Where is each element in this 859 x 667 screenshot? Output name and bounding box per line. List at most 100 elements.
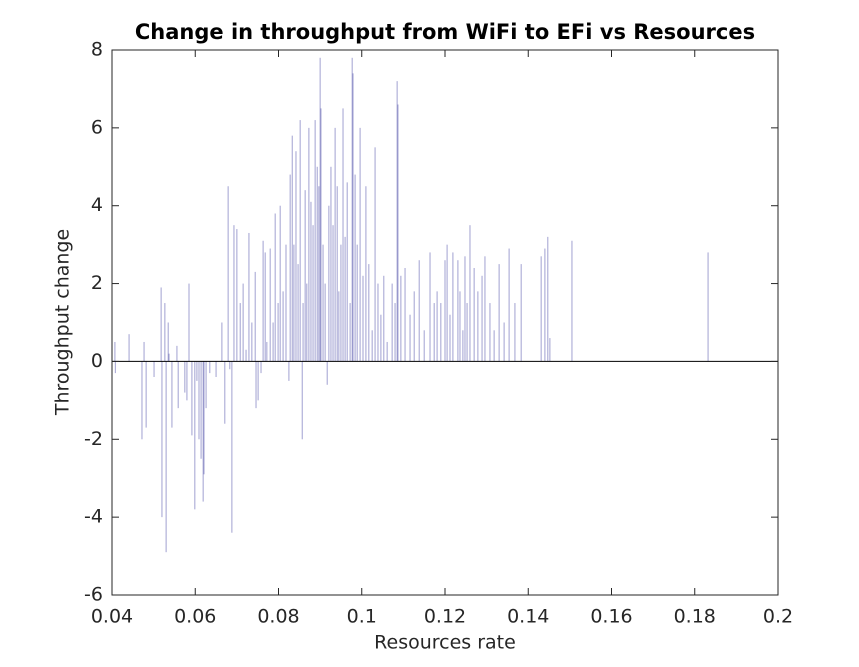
bar [394,303,396,362]
bar [707,252,709,362]
bar [304,190,306,362]
bar [277,303,279,362]
bar [349,303,351,362]
bar [141,361,143,440]
bar [503,322,505,362]
bar [383,275,385,362]
bar [314,120,316,362]
bar [161,361,163,518]
bar [354,174,356,362]
bar [326,361,328,385]
bar [344,236,346,362]
bar [167,322,169,362]
bar [114,341,116,362]
bar [299,120,301,362]
bar [248,232,250,362]
y-tick-label: 4 [91,194,103,216]
bar [316,166,318,362]
bar [221,322,223,362]
bar [114,361,116,374]
bar [209,361,211,374]
bar [540,256,542,362]
bar [514,303,516,362]
bar [477,291,479,362]
bar [356,244,358,362]
bar [368,264,370,362]
bar [544,248,546,362]
bar [346,182,348,362]
bar [440,303,442,362]
bar [301,361,303,440]
bar [386,341,388,362]
x-tick-label: 0.18 [674,606,716,628]
bar [340,244,342,362]
bar [264,252,266,362]
bar [396,81,398,362]
bar [202,361,204,502]
bar [272,322,274,362]
bar [188,283,190,362]
bar [489,303,491,362]
bar [342,108,344,362]
bar [457,260,459,362]
bar [171,361,173,428]
bar [391,283,393,362]
bar [196,361,198,381]
bar [308,127,310,362]
bar [324,283,326,362]
bar [257,361,259,401]
bar [295,151,297,362]
bar [330,166,332,362]
bar [297,264,299,362]
bar [242,283,244,362]
x-axis-label: Resources rate [374,632,516,654]
bar [484,256,486,362]
bar [168,353,170,362]
bar [255,361,257,409]
y-tick-label: -4 [84,506,103,528]
bar [547,236,549,362]
y-axis-label: Throughput change [52,229,74,416]
y-tick-label: 8 [91,39,103,61]
bar [359,127,361,362]
bar [306,283,308,362]
bar [423,330,425,362]
bar [481,275,483,362]
bar [184,361,186,393]
bar [318,186,320,362]
bar [508,248,510,362]
bar [380,314,382,362]
bar [436,291,438,362]
bar [459,291,461,362]
bar [269,248,271,362]
bar [285,244,287,362]
bar [254,271,256,362]
bar [203,361,205,475]
bar [145,361,147,428]
bar [194,361,196,510]
y-tick-label: 0 [91,350,103,372]
bar [302,303,304,362]
bar [473,268,475,362]
x-tick-label: 0.1 [347,606,377,628]
bar [191,361,193,436]
bar [233,225,235,362]
bar [549,338,551,362]
x-tick-label: 0.16 [590,606,632,628]
y-tick-label: -2 [84,428,103,450]
bar [462,330,464,362]
bar [177,361,179,409]
bar [312,225,314,362]
bar [351,57,353,362]
y-tick-label: -6 [84,584,103,606]
bar [464,256,466,362]
bar [282,291,284,362]
bar [245,349,247,362]
bar [493,330,495,362]
x-tick-label: 0.04 [91,606,133,628]
bar [165,361,167,553]
bar [205,361,207,409]
bar [433,303,435,362]
bar [446,244,448,362]
bar [362,275,364,362]
